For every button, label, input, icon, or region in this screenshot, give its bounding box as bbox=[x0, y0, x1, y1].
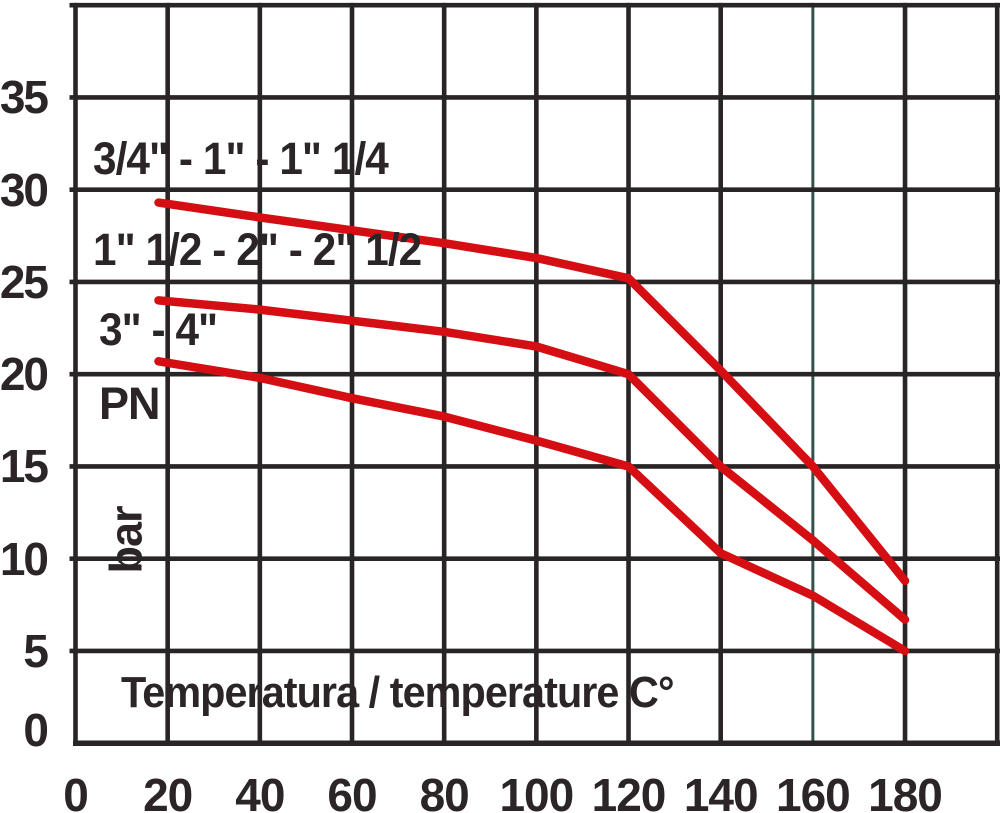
x-tick-label: 40 bbox=[235, 769, 285, 813]
x-tick-label: 180 bbox=[868, 769, 943, 813]
x-tick-label: 140 bbox=[683, 769, 759, 813]
y-axis-unit-pn: PN bbox=[99, 378, 161, 429]
curve-series-0 bbox=[154, 198, 910, 586]
y-tick-label: 15 bbox=[0, 440, 49, 493]
y-tick-label: 35 bbox=[0, 71, 49, 124]
x-tick-label: 0 bbox=[63, 769, 89, 813]
x-tick-label: 120 bbox=[591, 769, 667, 813]
x-tick-label: 20 bbox=[143, 769, 193, 813]
y-tick-label: 30 bbox=[0, 163, 49, 216]
x-tick-label: 60 bbox=[327, 769, 377, 813]
y-tick-label: 10 bbox=[0, 532, 49, 585]
series-label-sizes-large: 3" - 4" bbox=[99, 304, 218, 355]
y-tick-label: 25 bbox=[0, 255, 49, 308]
x-axis-title: Temperatura / temperature C° bbox=[121, 668, 675, 717]
curve-series-1 bbox=[154, 296, 910, 624]
x-tick-label: 80 bbox=[419, 769, 470, 813]
y-tick-label: 5 bbox=[23, 624, 49, 677]
curve-series-2 bbox=[154, 357, 910, 656]
series-label-sizes-small: 3/4" - 1" - 1" 1/4 bbox=[93, 133, 389, 184]
series-label-sizes-medium: 1" 1/2 - 2" - 2" 1/2 bbox=[93, 224, 422, 275]
x-tick-label: 160 bbox=[775, 769, 851, 813]
y-tick-label: 20 bbox=[0, 348, 49, 401]
y-axis-unit-bar: bar bbox=[100, 506, 152, 574]
x-tick-label: 100 bbox=[499, 769, 574, 813]
y-tick-label: 0 bbox=[23, 704, 49, 757]
